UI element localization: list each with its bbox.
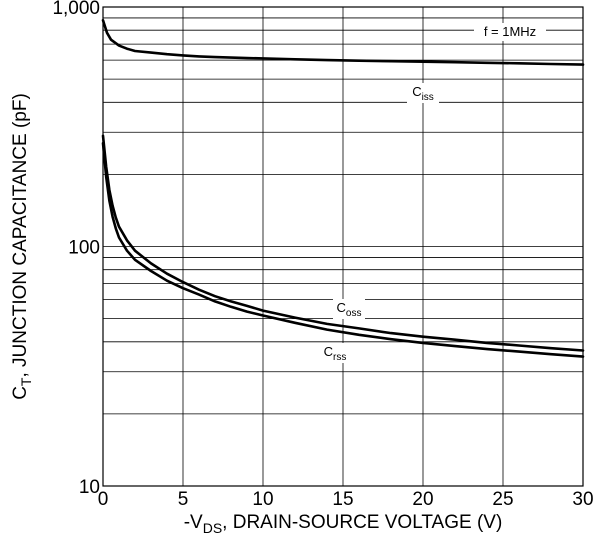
series-line-c-iss xyxy=(101,19,585,66)
series-label-c-iss: Ciss xyxy=(412,84,434,103)
annotation-backdrop xyxy=(474,23,546,41)
series-label-c-oss: Coss xyxy=(337,300,362,319)
series-label-backdrop xyxy=(319,343,351,363)
y-tick-label: 10 xyxy=(79,477,100,498)
series-label-backdrop xyxy=(333,299,365,319)
x-tick-label: 0 xyxy=(98,489,109,510)
plot-frame xyxy=(102,6,584,487)
x-axis-label: -VDS, DRAIN-SOURCE VOLTAGE (V) xyxy=(184,512,503,536)
x-tick-label: 15 xyxy=(332,489,353,510)
x-tick-label: 20 xyxy=(412,489,433,510)
y-axis-label-prefix: C xyxy=(10,386,31,400)
series-label-backdrop xyxy=(407,83,439,103)
x-axis-label-suffix: , DRAIN-SOURCE VOLTAGE (V) xyxy=(222,512,502,533)
y-axis-label-suffix: , JUNCTION CAPACITANCE (pF) xyxy=(10,93,31,377)
tick-labels: 0 5 10 15 20 25 30 10 100 1,000 xyxy=(52,0,593,510)
y-tick-label: 100 xyxy=(68,238,100,259)
gridlines xyxy=(102,7,584,486)
x-axis-label-sub: DS xyxy=(203,520,222,536)
x-tick-label: 25 xyxy=(492,489,513,510)
x-tick-label: 30 xyxy=(572,489,593,510)
x-tick-label: 5 xyxy=(178,489,189,510)
series-line-c-oss xyxy=(101,134,585,352)
x-axis-label-prefix: -V xyxy=(184,512,203,533)
series-line-c-rss xyxy=(101,141,585,358)
series-curves xyxy=(101,19,585,358)
y-tick-label: 1,000 xyxy=(52,0,100,19)
y-axis-label-sub: T xyxy=(18,377,34,386)
x-tick-label: 10 xyxy=(252,489,273,510)
frequency-annotation: f = 1MHz xyxy=(484,24,536,39)
series-labels: Ciss Coss Crss xyxy=(319,23,546,363)
y-axis-label: CT, JUNCTION CAPACITANCE (pF) xyxy=(10,93,34,400)
series-label-c-rss: Crss xyxy=(324,344,347,363)
